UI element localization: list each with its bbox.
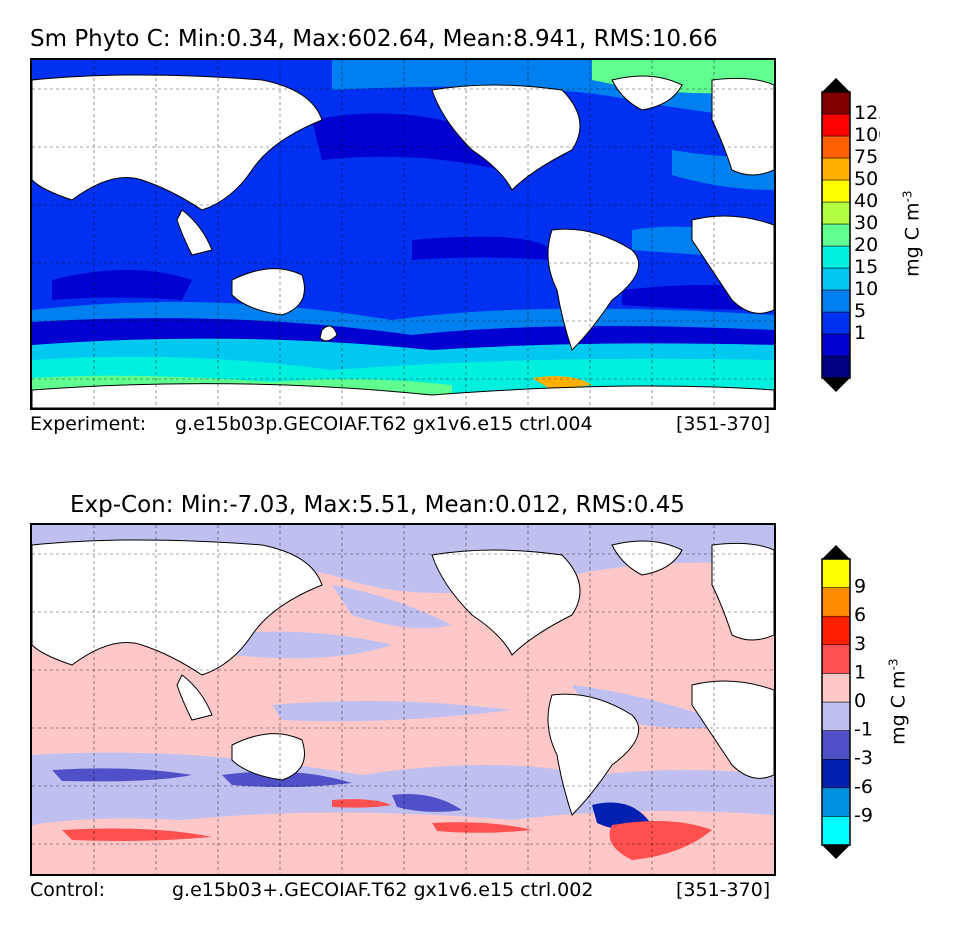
bottom-colorbar-tick-label: -1 (854, 719, 873, 741)
bottom-colorbar-swatch (821, 587, 851, 617)
top-colorbar-swatch (821, 157, 851, 181)
bottom-colorbar-extend-min (822, 845, 850, 859)
top-colorbar-swatch (821, 267, 851, 291)
bottom-caption-label: Control: (30, 879, 106, 901)
top-map-plot (30, 58, 776, 410)
bottom-map-plot (30, 523, 776, 876)
bottom-colorbar-tick-label: -6 (854, 776, 873, 798)
bottom-colorbar-swatch (821, 701, 851, 731)
bottom-caption-run: g.e15b03+.GECOIAF.T62 gx1v6.e15 ctrl.002 (172, 879, 594, 901)
bottom-colorbar-swatch (821, 644, 851, 674)
bottom-colorbar-units: mg C m-3 (886, 658, 910, 745)
bottom-colorbar-extend-max (822, 545, 850, 559)
bottom-colorbar-swatch (821, 787, 851, 817)
top-colorbar-swatch (821, 355, 851, 379)
top-colorbar-tick-label: 40 (854, 190, 878, 212)
top-colorbar-swatch (821, 91, 851, 115)
top-colorbar-swatch (821, 201, 851, 225)
top-colorbar-tick-label: 30 (854, 212, 878, 234)
bottom-colorbar-swatch (821, 816, 851, 846)
top-caption-label: Experiment: (30, 413, 147, 435)
top-colorbar-swatch (821, 289, 851, 313)
top-colorbar-swatch (821, 311, 851, 335)
top-colorbar-tick-label: 10 (854, 278, 878, 300)
top-colorbar-tick-label: 5 (854, 300, 866, 322)
top-colorbar-tick-label: 100 (854, 124, 880, 146)
bottom-caption-years: [351-370] (676, 879, 771, 901)
bottom-colorbar-tick-label: 1 (854, 661, 866, 683)
bottom-colorbar-tick-label: 6 (854, 604, 866, 626)
top-caption-run: g.e15b03p.GECOIAF.T62 gx1v6.e15 ctrl.004 (175, 413, 593, 435)
top-colorbar-tick-label: 50 (854, 168, 878, 190)
top-colorbar-extend-max (822, 78, 850, 92)
top-colorbar-units: mg C m-3 (900, 190, 924, 277)
top-colorbar-swatch (821, 135, 851, 159)
top-colorbar-swatch (821, 179, 851, 203)
bottom-map-title: Exp-Con: Min:-7.03, Max:5.51, Mean:0.012… (70, 492, 685, 518)
bottom-colorbar-swatch (821, 615, 851, 646)
bottom-colorbar-swatch (821, 758, 851, 789)
bottom-colorbar-tick-label: 9 (854, 576, 866, 598)
top-colorbar: 1251007550403020151051 (820, 78, 890, 392)
top-colorbar-swatch (821, 113, 851, 137)
top-colorbar-tick-label: 125 (854, 102, 880, 124)
top-colorbar-extend-min (822, 378, 850, 392)
top-colorbar-tick-label: 15 (854, 256, 878, 278)
bottom-colorbar-swatch (821, 558, 851, 588)
top-colorbar-tick-label: 1 (854, 322, 866, 344)
top-colorbar-tick-label: 20 (854, 234, 878, 256)
top-colorbar-swatch (821, 223, 851, 247)
top-colorbar-tick-label: 75 (854, 146, 878, 168)
top-caption-years: [351-370] (676, 413, 771, 435)
bottom-colorbar-tick-label: 3 (854, 633, 866, 655)
bottom-colorbar-tick-label: -9 (854, 804, 873, 826)
bottom-colorbar-swatch (821, 673, 851, 703)
bottom-colorbar-swatch (821, 730, 851, 760)
bottom-colorbar: 9 6 3 1 0 -1 -3 -6 -9 (820, 545, 880, 859)
top-map-title: Sm Phyto C: Min:0.34, Max:602.64, Mean:8… (30, 26, 718, 52)
bottom-colorbar-tick-label: 0 (854, 690, 866, 712)
top-colorbar-swatch (821, 245, 851, 269)
top-colorbar-swatch (821, 333, 851, 357)
bottom-colorbar-tick-label: -3 (854, 747, 873, 769)
